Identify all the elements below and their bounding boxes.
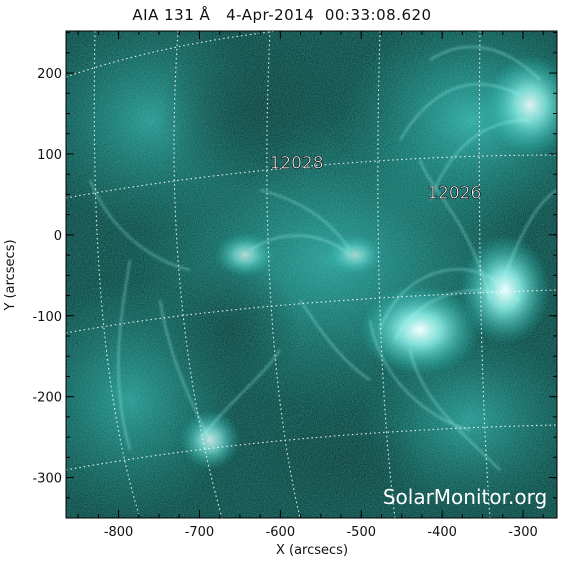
x-axis-label: X (arcsecs)	[276, 543, 348, 558]
y-tick-label: 100	[37, 148, 62, 163]
x-tick-label: -800	[104, 525, 134, 540]
y-tick-label: -200	[32, 391, 62, 406]
y-tick-label: 200	[37, 67, 62, 82]
image-title: AIA 131 Å 4-Apr-2014 00:33:08.620	[132, 6, 432, 24]
plot-frame	[65, 30, 558, 519]
x-tick-label: -300	[508, 525, 538, 540]
y-axis: 200 100 0 -100 -200 -300	[32, 32, 557, 499]
region-label: 12026	[427, 183, 481, 203]
y-tick-label: 0	[54, 229, 62, 244]
y-tick-label: -300	[32, 472, 62, 487]
region-labels: 12028 12026	[269, 153, 481, 204]
solarmonitor-watermark: SolarMonitor.org	[383, 485, 547, 509]
x-tick-label: -700	[185, 525, 215, 540]
x-axis: -800 -700 -600 -500 -400 -300	[77, 31, 544, 540]
x-tick-label: -400	[427, 525, 457, 540]
x-tick-label: -600	[266, 525, 296, 540]
x-tick-label: -500	[346, 525, 376, 540]
heliographic-grid	[66, 31, 557, 518]
solar-corona-image	[66, 31, 557, 518]
region-label: 12028	[269, 154, 323, 174]
y-tick-label: -100	[32, 310, 62, 325]
y-axis-label: Y (arcsecs)	[3, 239, 18, 311]
